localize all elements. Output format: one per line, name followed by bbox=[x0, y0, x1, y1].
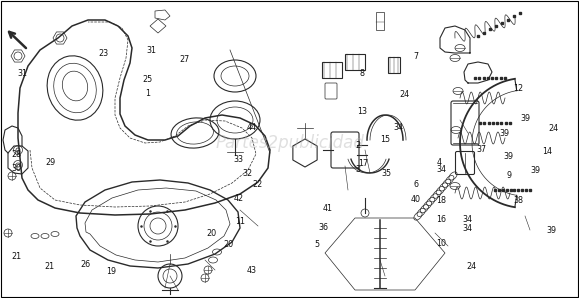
Text: 16: 16 bbox=[436, 215, 446, 224]
Text: 34: 34 bbox=[463, 224, 473, 233]
Text: 39: 39 bbox=[546, 226, 556, 235]
Text: 24: 24 bbox=[399, 90, 409, 99]
Text: 32: 32 bbox=[243, 169, 253, 178]
Text: 24: 24 bbox=[548, 124, 558, 133]
Text: 39: 39 bbox=[530, 166, 541, 175]
Text: 1: 1 bbox=[145, 89, 150, 98]
Text: 31: 31 bbox=[146, 46, 157, 55]
Text: 5: 5 bbox=[315, 240, 320, 249]
Text: 33: 33 bbox=[233, 155, 244, 164]
Text: 27: 27 bbox=[179, 55, 189, 63]
Text: 15: 15 bbox=[380, 135, 390, 144]
Text: 44: 44 bbox=[247, 123, 257, 132]
Text: 14: 14 bbox=[542, 147, 552, 156]
Text: 3: 3 bbox=[356, 165, 360, 174]
Text: 39: 39 bbox=[500, 129, 510, 138]
Text: 10: 10 bbox=[436, 239, 446, 248]
Text: 23: 23 bbox=[98, 49, 108, 58]
Text: Partes2publicidad: Partes2publicidad bbox=[215, 134, 364, 152]
Text: 7: 7 bbox=[413, 52, 418, 60]
Text: 9: 9 bbox=[507, 171, 512, 180]
Text: 34: 34 bbox=[463, 215, 473, 224]
Text: 26: 26 bbox=[80, 260, 91, 269]
Text: 29: 29 bbox=[46, 158, 56, 167]
Text: 35: 35 bbox=[382, 169, 392, 178]
Text: 39: 39 bbox=[521, 114, 531, 123]
Text: 4: 4 bbox=[437, 158, 441, 167]
Text: 34: 34 bbox=[436, 165, 446, 174]
Text: 20: 20 bbox=[223, 240, 234, 249]
Text: 2: 2 bbox=[356, 141, 360, 150]
Text: 22: 22 bbox=[252, 180, 263, 189]
Text: 36: 36 bbox=[318, 224, 328, 232]
Text: 38: 38 bbox=[513, 196, 523, 205]
Text: 42: 42 bbox=[233, 194, 244, 203]
Text: 11: 11 bbox=[235, 217, 245, 226]
Text: 21: 21 bbox=[11, 252, 21, 261]
Text: 17: 17 bbox=[358, 159, 368, 168]
Text: 19: 19 bbox=[106, 267, 116, 276]
Text: 12: 12 bbox=[513, 84, 523, 93]
Text: 8: 8 bbox=[360, 69, 364, 78]
Text: 34: 34 bbox=[393, 123, 404, 132]
Text: 30: 30 bbox=[11, 164, 21, 173]
Text: 41: 41 bbox=[322, 204, 332, 212]
Text: 28: 28 bbox=[11, 150, 21, 159]
Text: 20: 20 bbox=[206, 229, 217, 238]
Text: 40: 40 bbox=[411, 195, 421, 204]
Text: 18: 18 bbox=[436, 196, 446, 205]
Text: 6: 6 bbox=[413, 180, 418, 189]
Text: 21: 21 bbox=[44, 262, 54, 271]
Text: 31: 31 bbox=[17, 69, 27, 78]
Text: 25: 25 bbox=[142, 75, 153, 84]
Text: 24: 24 bbox=[467, 262, 477, 271]
Text: 13: 13 bbox=[357, 107, 368, 116]
Text: 37: 37 bbox=[477, 145, 487, 154]
Text: 39: 39 bbox=[503, 152, 514, 161]
Text: 43: 43 bbox=[247, 266, 257, 275]
